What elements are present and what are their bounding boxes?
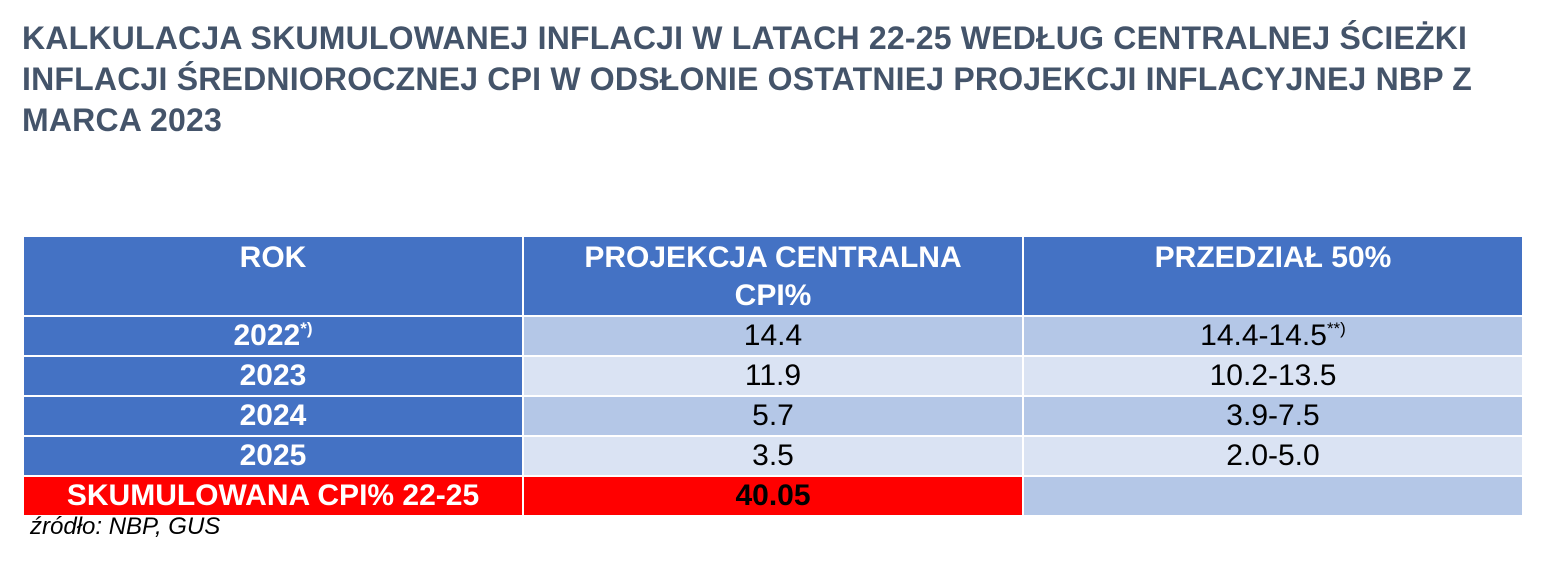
range-value: 10.2-13.5 <box>1209 359 1337 392</box>
table-header-row: ROK PROJEKCJA CENTRALNA CPI% PRZEDZIAŁ 5… <box>22 237 1524 317</box>
range-cell: 3.9-7.5 <box>1022 395 1524 437</box>
year-value: 2022 <box>233 319 301 352</box>
range-cell: 2.0-5.0 <box>1022 435 1524 477</box>
year-value: 2025 <box>239 439 307 472</box>
year-footnote-marker: *) <box>300 319 313 338</box>
table-row: 2022*) 14.4 14.4-14.5**) <box>22 315 1524 357</box>
header-projekcja-centralna: PROJEKCJA CENTRALNA CPI% <box>522 237 1024 317</box>
central-cell: 5.7 <box>522 395 1024 437</box>
year-value: 2023 <box>239 359 307 392</box>
year-cell: 2023 <box>22 355 524 397</box>
table-row: 2023 11.9 10.2-13.5 <box>22 355 1524 397</box>
central-cell: 3.5 <box>522 435 1024 477</box>
total-value-cell: 40.05 <box>522 475 1024 517</box>
central-cell: 14.4 <box>522 315 1024 357</box>
total-value: 40.05 <box>735 479 811 512</box>
central-value: 14.4 <box>743 319 803 352</box>
range-value: 2.0-5.0 <box>1226 439 1320 472</box>
page-title: KALKULACJA SKUMULOWANEJ INFLACJI W LATAC… <box>22 20 1473 138</box>
range-value: 14.4-14.5 <box>1200 319 1327 352</box>
header-rok-label: ROK <box>239 241 307 274</box>
central-value: 5.7 <box>752 399 794 432</box>
central-value: 3.5 <box>752 439 794 472</box>
inflation-table-container: ROK PROJEKCJA CENTRALNA CPI% PRZEDZIAŁ 5… <box>22 237 1524 517</box>
source-note: źródło: NBP, GUS <box>30 513 221 540</box>
header-przedzial: PRZEDZIAŁ 50% <box>1022 237 1524 317</box>
range-cell: 10.2-13.5 <box>1022 355 1524 397</box>
year-cell: 2024 <box>22 395 524 437</box>
central-value: 11.9 <box>744 359 802 392</box>
total-label-cell: SKUMULOWANA CPI% 22-25 <box>22 475 524 517</box>
year-cell: 2022*) <box>22 315 524 357</box>
total-row: SKUMULOWANA CPI% 22-25 40.05 <box>22 475 1524 517</box>
header-central-line1: PROJEKCJA CENTRALNA <box>584 241 962 274</box>
total-empty-cell <box>1022 475 1524 517</box>
range-footnote-marker: **) <box>1326 319 1346 338</box>
central-cell: 11.9 <box>522 355 1024 397</box>
header-central-line2: CPI% <box>734 279 812 312</box>
table-row: 2024 5.7 3.9-7.5 <box>22 395 1524 437</box>
inflation-table: ROK PROJEKCJA CENTRALNA CPI% PRZEDZIAŁ 5… <box>22 237 1524 517</box>
table-row: 2025 3.5 2.0-5.0 <box>22 435 1524 477</box>
year-cell: 2025 <box>22 435 524 477</box>
header-rok: ROK <box>22 237 524 317</box>
range-cell: 14.4-14.5**) <box>1022 315 1524 357</box>
year-value: 2024 <box>239 399 307 432</box>
header-range-label: PRZEDZIAŁ 50% <box>1154 241 1392 274</box>
total-label: SKUMULOWANA CPI% 22-25 <box>66 479 480 512</box>
range-value: 3.9-7.5 <box>1226 399 1320 432</box>
